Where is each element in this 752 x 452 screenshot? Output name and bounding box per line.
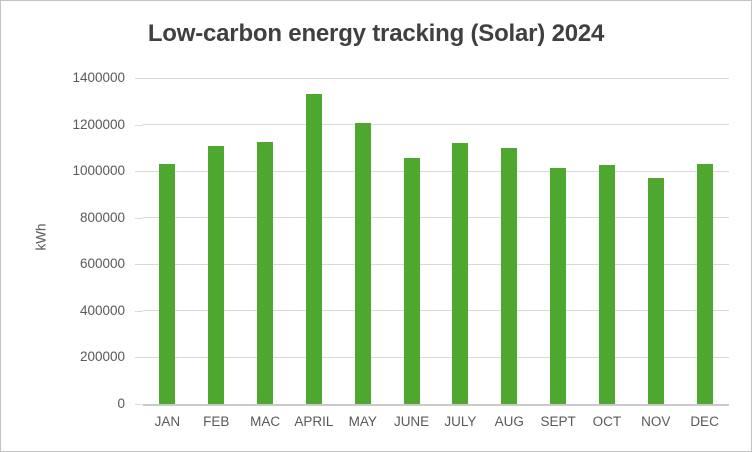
y-tick-mark	[135, 217, 143, 219]
y-tick-label: 200000	[79, 349, 125, 365]
x-tick-label: APRIL	[294, 414, 334, 429]
bar-feb	[208, 146, 225, 404]
y-tick-mark	[135, 310, 143, 312]
bar-may	[354, 123, 371, 404]
y-tick-label: 0	[117, 396, 125, 411]
y-tick-label: 800000	[79, 209, 125, 225]
gridline	[143, 124, 729, 126]
y-tick-label: 400000	[79, 302, 125, 318]
gridline	[143, 263, 729, 265]
y-tick-mark	[135, 171, 143, 173]
x-tick-label: JUNE	[393, 414, 430, 429]
y-tick-mark	[135, 357, 143, 359]
x-tick-label: FEB	[203, 414, 230, 429]
y-tick-mark	[135, 124, 143, 126]
chart-title: Low-carbon energy tracking (Solar) 2024	[147, 20, 605, 47]
bar-nov	[647, 178, 664, 404]
y-tick-mark	[135, 78, 143, 79]
y-tick-label: 1400000	[72, 70, 125, 85]
bar-sept	[550, 168, 567, 404]
x-tick-label: JULY	[444, 414, 477, 429]
gridline	[143, 310, 729, 312]
x-tick-label: OCT	[592, 414, 622, 429]
x-tick-label: JAN	[154, 414, 181, 429]
x-tick-label: AUG	[494, 414, 524, 429]
bar-jan	[159, 164, 176, 404]
gridline	[143, 77, 729, 79]
y-tick-label: 1200000	[72, 116, 125, 132]
x-tick-label: SEPT	[540, 414, 576, 429]
y-tick-label: 600000	[79, 256, 125, 272]
y-tick-mark	[135, 404, 143, 405]
bar-mac	[257, 142, 274, 404]
bar-april	[305, 94, 322, 404]
plot-area	[143, 77, 729, 406]
y-tick-label: 1000000	[72, 163, 125, 179]
bar-oct	[598, 165, 615, 404]
x-tick-label: MAY	[348, 414, 377, 429]
gridline	[143, 217, 729, 219]
bar-aug	[501, 148, 518, 404]
gridline	[143, 356, 729, 358]
bar-june	[403, 158, 420, 404]
x-tick-label: MAC	[250, 414, 281, 429]
y-axis-title: kWh	[33, 223, 49, 251]
y-tick-mark	[135, 264, 143, 266]
x-tick-label: NOV	[641, 414, 671, 429]
bar-dec	[696, 164, 713, 404]
bar-july	[452, 143, 469, 404]
gridline	[143, 170, 729, 172]
x-tick-label: DEC	[690, 414, 719, 429]
